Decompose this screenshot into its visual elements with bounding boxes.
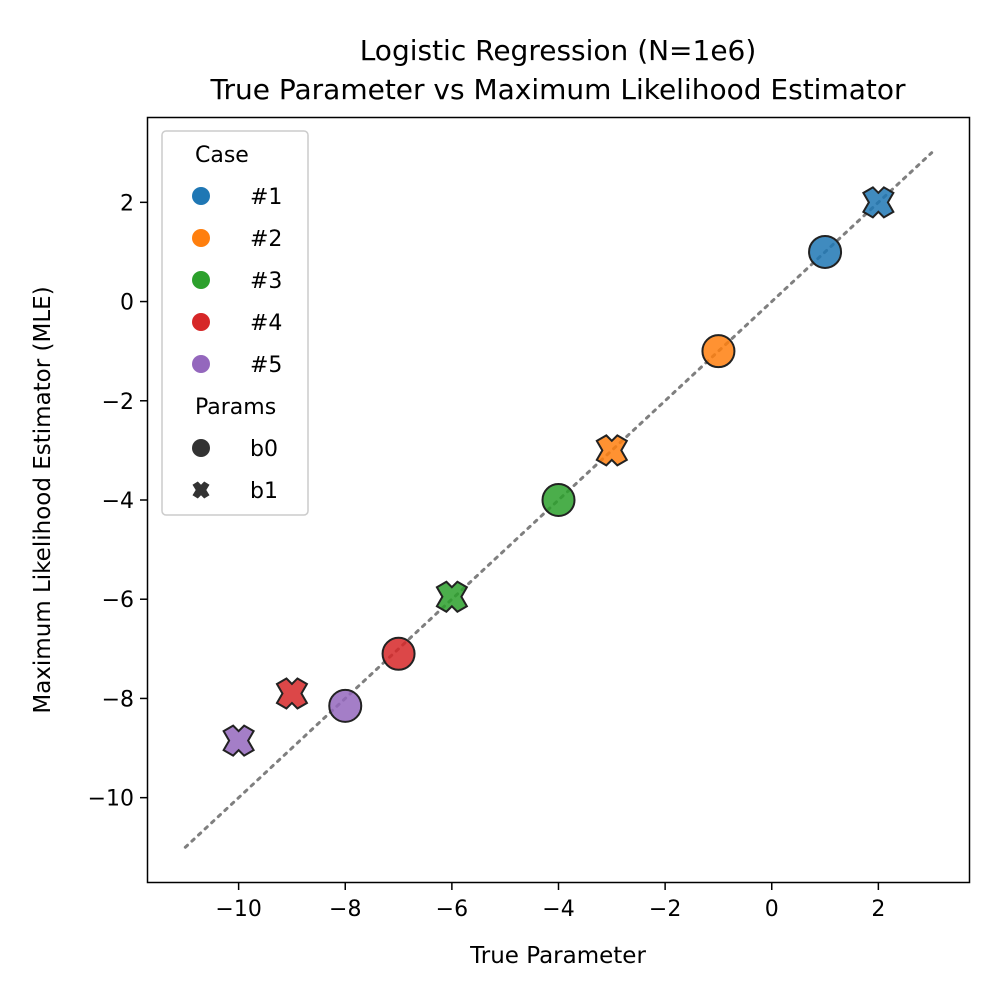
legend-params-title: Params	[195, 395, 276, 420]
data-point-case4-b1	[275, 677, 309, 710]
x-tick-label: −6	[436, 897, 468, 922]
legend-param-marker-x	[192, 481, 210, 499]
y-tick-label: −8	[102, 687, 134, 712]
chart-subtitle: True Parameter vs Maximum Likelihood Est…	[209, 73, 906, 106]
x-tick-label: −10	[215, 897, 261, 922]
legend-case-label: #3	[250, 269, 282, 294]
legend-box	[161, 130, 309, 516]
y-tick-label: −10	[88, 787, 134, 812]
plot-area	[183, 151, 934, 849]
identity-reference-line	[183, 151, 934, 849]
legend-param-label: b0	[250, 437, 278, 462]
y-tick-label: 0	[120, 291, 134, 316]
data-point-case5-b1	[222, 724, 255, 757]
data-point-case2-b1	[595, 434, 629, 467]
legend-case-marker	[192, 355, 210, 373]
legend-case-label: #4	[250, 311, 282, 336]
x-tick-label: 2	[871, 897, 885, 922]
x-axis-label: True Parameter	[469, 943, 646, 969]
y-tick-label: −4	[102, 489, 134, 514]
data-point-case1-b0	[808, 234, 843, 269]
legend-param-marker-circle	[192, 439, 210, 457]
legend-case-label: #2	[250, 227, 282, 252]
legend-case-marker	[192, 187, 210, 205]
y-tick-label: −2	[102, 390, 134, 415]
data-point-case4-b0	[381, 636, 416, 671]
axis-ticks: −10 −8 −6 −4 −2 0 2 −10 −8 −6 −4 −2 0 2	[88, 191, 886, 922]
data-point-case3-b1	[435, 580, 469, 613]
legend: Case#1 #2 #3 #4 #5 Params b0 b1	[161, 130, 309, 516]
legend-case-marker	[192, 313, 210, 331]
data-point-case1-b1	[862, 186, 895, 219]
y-axis-label: Maximum Likelihood Estimator (MLE)	[30, 286, 56, 713]
legend-case-label: #5	[250, 353, 282, 378]
x-tick-label: −8	[329, 897, 361, 922]
legend-case-marker	[192, 271, 210, 289]
x-tick-label: −4	[542, 897, 574, 922]
y-tick-label: −6	[102, 588, 134, 613]
x-tick-label: −2	[649, 897, 681, 922]
chart-title: Logistic Regression (N=1e6)	[360, 34, 757, 67]
data-point-case5-b0	[328, 688, 363, 723]
legend-case-marker	[192, 229, 210, 247]
legend-case-label: #1	[250, 185, 282, 210]
data-point-case3-b0	[541, 483, 576, 517]
y-tick-label: 2	[120, 191, 134, 216]
legend-case-title: Case	[195, 143, 249, 168]
legend-param-label: b1	[250, 479, 278, 504]
data-point-case2-b0	[701, 334, 736, 369]
x-tick-label: 0	[765, 897, 779, 922]
